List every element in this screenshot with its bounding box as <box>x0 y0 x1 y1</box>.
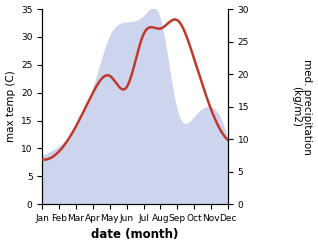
Y-axis label: med. precipitation
(kg/m2): med. precipitation (kg/m2) <box>291 59 313 155</box>
Y-axis label: max temp (C): max temp (C) <box>5 71 16 143</box>
X-axis label: date (month): date (month) <box>92 228 179 242</box>
